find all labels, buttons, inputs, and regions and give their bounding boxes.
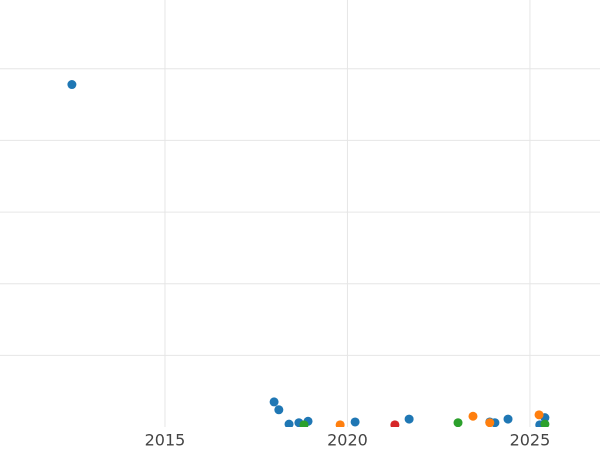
x-tick-label: 2015 (145, 431, 186, 450)
point (67, 80, 77, 90)
grid (0, 0, 600, 427)
point (503, 414, 513, 424)
point (390, 420, 400, 427)
point (534, 410, 544, 420)
point (540, 419, 550, 427)
x-tick-label: 2020 (327, 431, 368, 450)
axis-labels: 2015 2020 2025 (145, 431, 551, 450)
x-tick-label: 2025 (510, 431, 551, 450)
point (274, 405, 284, 415)
point (269, 397, 279, 407)
point (468, 411, 478, 421)
point (404, 414, 414, 424)
point (299, 420, 309, 427)
plot-area (67, 80, 550, 427)
point (485, 418, 495, 427)
point (284, 419, 294, 427)
point (335, 420, 345, 427)
point (453, 418, 463, 427)
point (350, 417, 360, 427)
